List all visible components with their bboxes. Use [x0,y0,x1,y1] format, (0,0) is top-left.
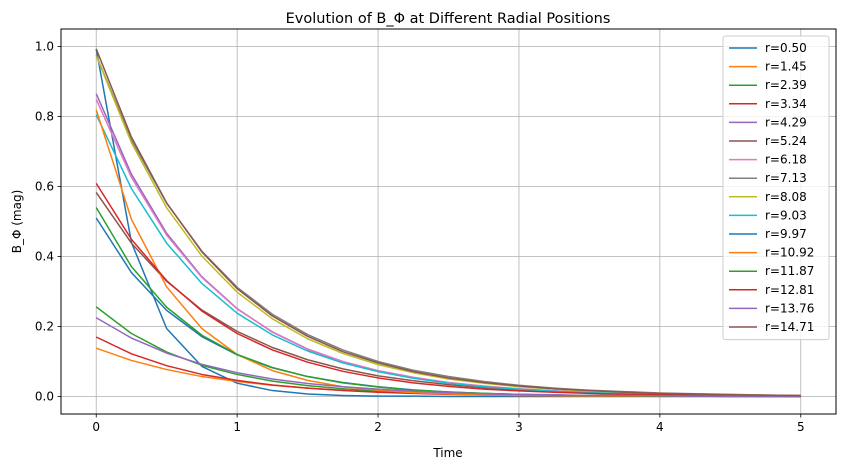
legend-label: r=6.18 [765,153,807,167]
x-tick-label: 4 [656,420,664,434]
chart-title: Evolution of B_Φ at Different Radial Pos… [286,11,611,27]
legend-label: r=10.92 [765,246,814,260]
legend-label: r=4.29 [765,115,807,129]
legend-label: r=9.97 [765,227,807,241]
legend-label: r=14.71 [765,320,814,334]
legend-label: r=5.24 [765,134,807,148]
x-tick-label: 0 [92,420,100,434]
legend-box [722,35,830,341]
legend-label: r=9.03 [765,208,807,222]
legend: r=0.50 r=1.45 r=2.39 r=3.34 r=4.29 r=5.24 r=6.… [722,35,830,341]
legend-label: r=3.34 [765,97,807,111]
plot-area-frame [60,28,837,415]
legend-label: r=1.45 [765,60,807,74]
y-axis-label: B_Φ (mag) [10,190,24,254]
series-lines [95,48,801,398]
axis-ticks: 0 1 2 3 4 5 0.0 0.2 0.4 0.6 0.8 1.0 [35,40,805,435]
series-line-r=12.81 [95,182,801,397]
legend-label: r=13.76 [765,301,814,315]
legend-label: r=8.08 [765,190,807,204]
legend-label: r=7.13 [765,171,807,185]
x-axis-label: Time [432,446,462,460]
x-tick-label: 5 [797,420,805,434]
x-tick-label: 1 [233,420,241,434]
legend-label: r=2.39 [765,78,807,92]
x-tick-label: 2 [374,420,382,434]
y-tick-label: 0.4 [35,250,54,264]
y-tick-label: 0.0 [35,390,54,404]
legend-label: r=0.50 [765,41,807,55]
series-line-r=13.76 [95,317,801,397]
y-tick-label: 0.6 [35,180,54,194]
series-line-r=14.71 [95,48,801,397]
y-tick-label: 1.0 [35,40,54,54]
y-tick-label: 0.8 [35,110,54,124]
legend-label: r=12.81 [765,283,814,297]
y-tick-label: 0.2 [35,320,54,334]
legend-label: r=11.87 [765,264,814,278]
x-tick-label: 3 [515,420,523,434]
